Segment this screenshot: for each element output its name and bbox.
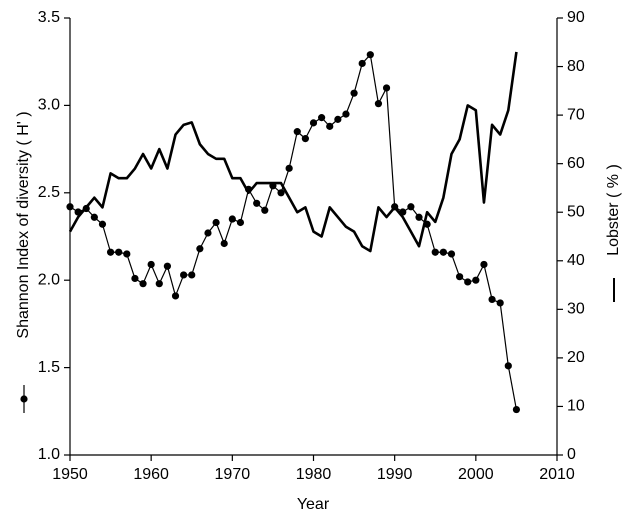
y-tick-label: 2.5: [38, 184, 60, 201]
data-point: [180, 271, 188, 279]
data-point: [220, 239, 228, 248]
data-point: [512, 405, 521, 414]
data-point: [301, 135, 309, 143]
data-point: [131, 274, 139, 283]
data-point: [472, 276, 480, 284]
y-tick-label: 3.5: [38, 9, 60, 26]
y-axis-label: Shannon Index of diversity ( H' ): [15, 111, 32, 338]
data-point: [480, 260, 488, 269]
data-point: [488, 295, 496, 304]
data-point: [309, 119, 318, 127]
data-point: [358, 59, 366, 68]
data-point: [496, 299, 504, 307]
axes-frame: [69, 18, 558, 456]
data-point: [366, 51, 374, 59]
data-point: [350, 89, 358, 97]
data-point: [456, 273, 464, 281]
y-tick-label: 2.0: [38, 271, 60, 288]
data-point: [171, 292, 180, 300]
y2-tick-label: 50: [567, 203, 585, 220]
data-point: [342, 110, 350, 118]
data-point: [382, 84, 391, 92]
series-line: [68, 51, 518, 253]
data-point: [253, 199, 261, 207]
y2-tick-label: 20: [567, 349, 585, 366]
data-point: [106, 248, 115, 256]
data-point: [334, 115, 342, 123]
y2-tick-label: 10: [567, 398, 585, 415]
data-point: [326, 122, 334, 130]
y2-tick-label: 90: [567, 9, 585, 26]
data-point: [98, 220, 107, 228]
legend-key-marker: [20, 395, 28, 403]
data-point: [374, 100, 383, 108]
x-axis-label: Year: [297, 496, 330, 513]
y2-tick-label: 70: [567, 106, 585, 123]
data-point: [293, 128, 301, 136]
y2-axis-label: Lobster ( % ): [605, 164, 622, 256]
data-point: [464, 278, 472, 286]
data-point: [261, 206, 269, 214]
data-point: [439, 248, 447, 256]
data-point: [415, 213, 423, 221]
data-point: [90, 213, 98, 221]
data-point: [228, 215, 236, 223]
data-point: [504, 362, 512, 370]
data-point: [147, 260, 155, 269]
data-point: [285, 164, 293, 172]
data-point: [188, 271, 196, 279]
x-tick-label: 2000: [458, 466, 494, 483]
data-point: [447, 250, 456, 258]
data-point: [431, 248, 439, 256]
data-point: [139, 280, 147, 288]
y-tick-label: 1.5: [38, 359, 60, 376]
y-tick-label: 3.0: [38, 97, 60, 114]
data-point: [407, 203, 415, 211]
y2-tick-label: 40: [567, 252, 585, 269]
y2-tick-label: 80: [567, 58, 585, 75]
x-tick-label: 1990: [377, 466, 413, 483]
x-tick-label: 1950: [52, 466, 88, 483]
data-point: [123, 250, 131, 258]
y2-tick-label: 60: [567, 155, 585, 172]
x-tick-label: 1960: [133, 466, 169, 483]
x-tick-label: 1980: [296, 466, 332, 483]
x-tick-label: 1970: [215, 466, 251, 483]
x-tick-label: 2010: [539, 466, 575, 483]
data-point: [204, 229, 212, 237]
data-point: [155, 280, 163, 288]
data-point: [236, 218, 245, 227]
y2-tick-label: 0: [567, 446, 576, 463]
data-point: [277, 189, 285, 197]
data-point: [318, 114, 326, 122]
data-point: [163, 262, 171, 270]
data-point: [212, 218, 220, 227]
y-tick-label: 1.0: [38, 446, 60, 463]
data-point: [196, 245, 204, 253]
y2-tick-label: 30: [567, 301, 585, 318]
series-line: [69, 54, 518, 410]
data-point: [66, 203, 74, 211]
data-point: [115, 248, 123, 256]
